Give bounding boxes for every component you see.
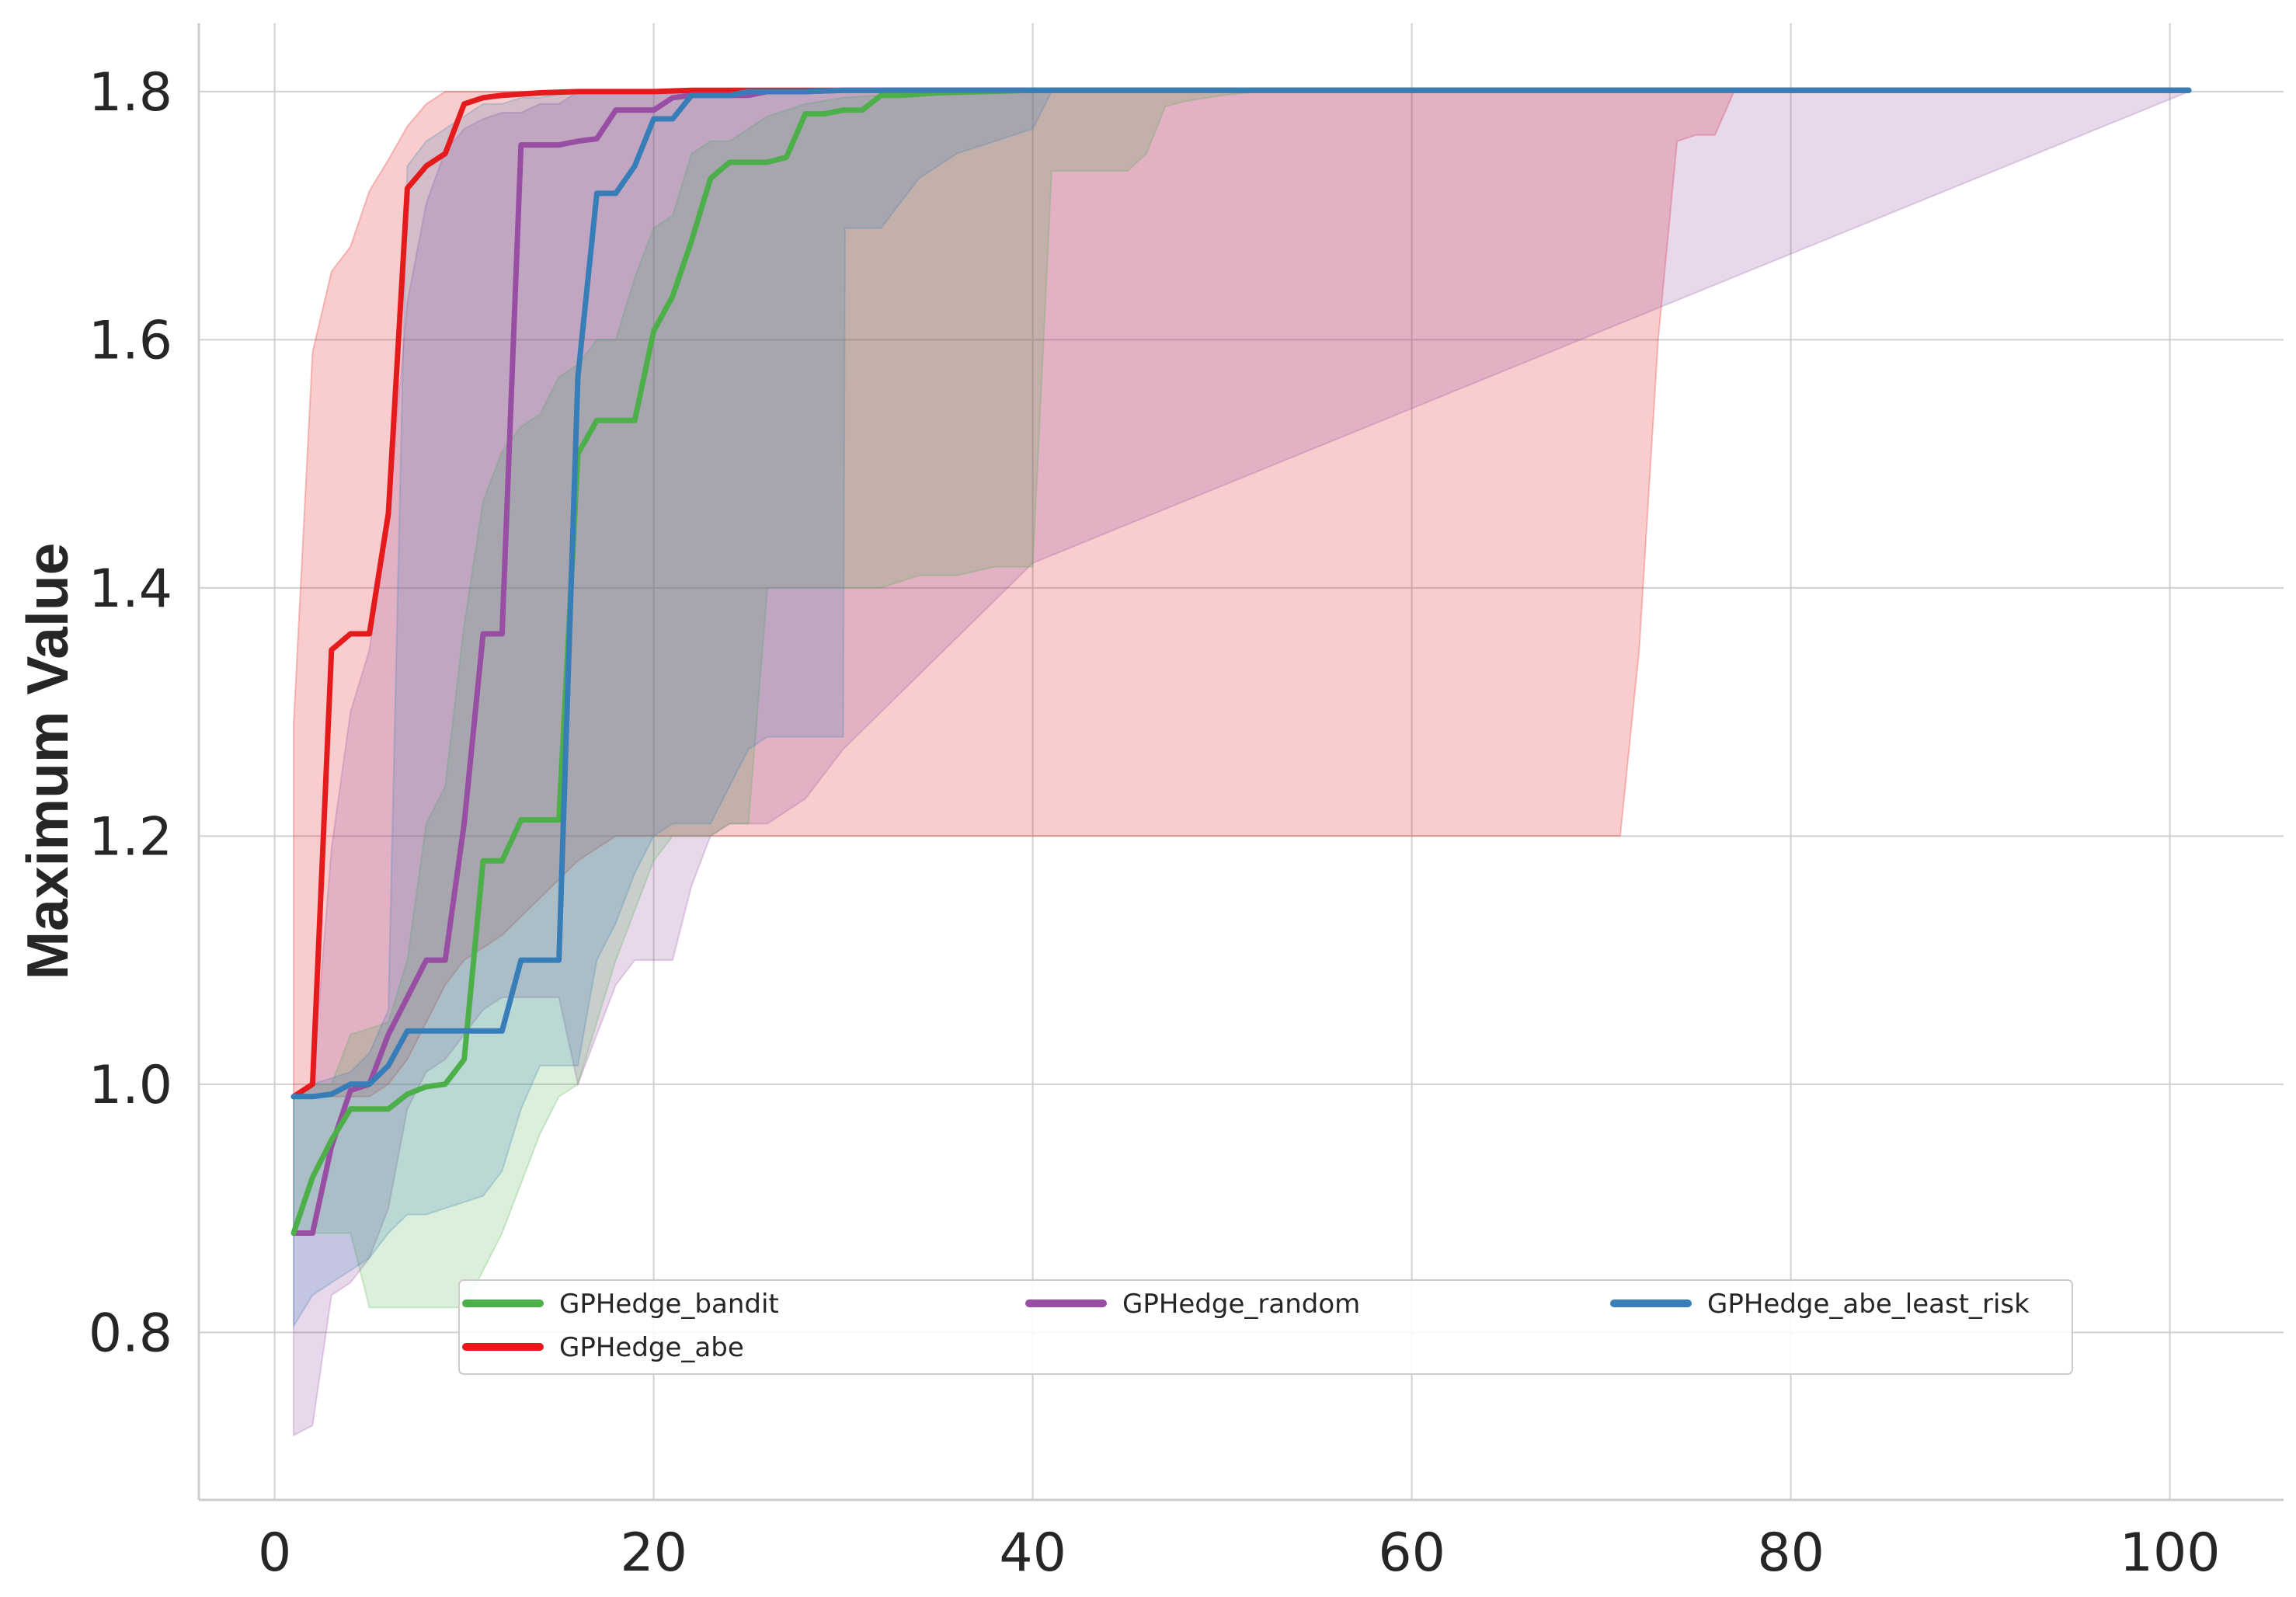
legend-label-gphedge-abe-least-risk: GPHedge_abe_least_risk xyxy=(1707,1289,2030,1320)
x-tick-label: 20 xyxy=(620,1522,687,1584)
axes xyxy=(197,23,2284,1501)
y-tick-label: 1.4 xyxy=(89,558,172,620)
legend: GPHedge_bandit GPHedge_abe GPHedge_random G… xyxy=(458,1279,2073,1375)
y-tick-label: 1.2 xyxy=(89,806,172,868)
x-tick-label: 0 xyxy=(258,1522,291,1584)
legend-label-gphedge-random: GPHedge_random xyxy=(1122,1289,1360,1320)
x-tick-labels: 0 20 40 60 80 100 xyxy=(258,1522,2221,1584)
y-axis-label: Maximum Value xyxy=(15,543,80,980)
x-tick-label: 100 xyxy=(2120,1522,2221,1584)
y-tick-label: 1.8 xyxy=(89,62,172,124)
x-tick-label: 80 xyxy=(1757,1522,1825,1584)
x-tick-label: 40 xyxy=(999,1522,1066,1584)
y-tick-labels: 0.8 1.0 1.2 1.4 1.6 1.8 xyxy=(89,62,172,1364)
legend-label-gphedge-bandit: GPHedge_bandit xyxy=(559,1289,779,1320)
band-gphedge-random xyxy=(293,90,2190,1437)
line-gphedge-abe-least-risk xyxy=(290,87,2192,1100)
series-lines xyxy=(290,87,2192,1236)
y-tick-label: 1.0 xyxy=(89,1055,172,1116)
line-gphedge-bandit xyxy=(290,87,2192,1236)
confidence-bands xyxy=(293,90,2190,1437)
legend-label-gphedge-abe: GPHedge_abe xyxy=(559,1332,744,1363)
line-gphedge-abe xyxy=(290,87,2192,1100)
x-tick-label: 60 xyxy=(1378,1522,1445,1584)
y-tick-label: 0.8 xyxy=(89,1303,172,1364)
y-tick-label: 1.6 xyxy=(89,310,172,371)
